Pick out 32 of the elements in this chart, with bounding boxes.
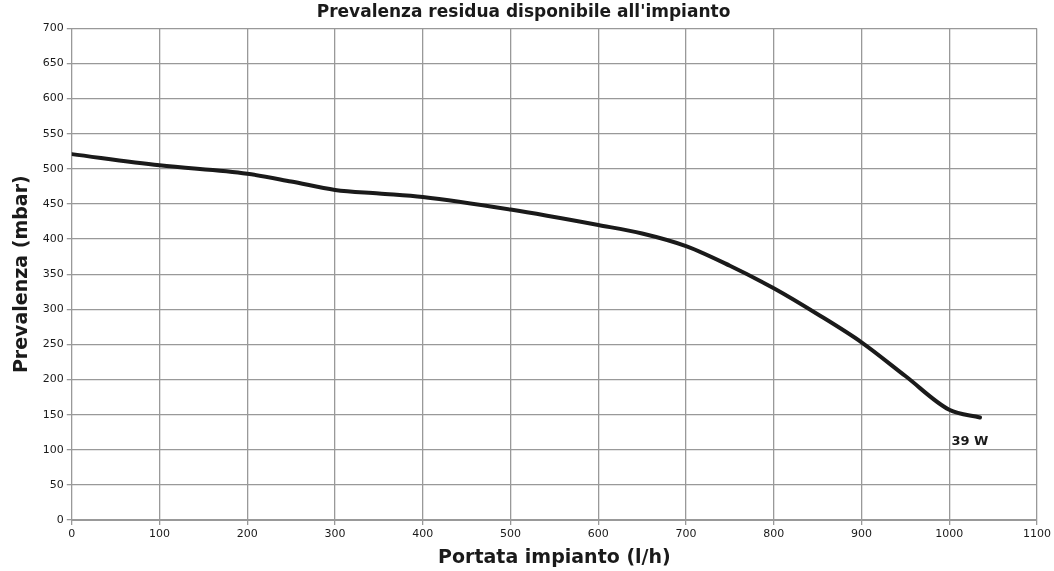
y-tick-label: 250 [42, 337, 64, 351]
x-tick-label: 300 [324, 527, 346, 541]
x-axis-title: Portata impianto (l/h) [438, 544, 671, 567]
line-series [71, 152, 982, 420]
y-tick-label: 0 [56, 512, 64, 526]
y-tick-label: 150 [42, 407, 64, 421]
x-tick-label: 800 [763, 527, 785, 541]
x-tick-label: 900 [851, 527, 873, 541]
y-tick-label: 200 [42, 372, 64, 386]
x-tick-label: 400 [412, 527, 434, 541]
y-tick-label: 100 [42, 442, 64, 456]
chart-title: Prevalenza residua disponibile all'impianto [316, 0, 731, 21]
y-tick-label: 350 [42, 267, 64, 281]
y-tick-label: 500 [42, 161, 64, 175]
y-tick-label: 550 [42, 126, 64, 140]
x-tick-label: 500 [500, 527, 522, 541]
x-tick-label: 100 [149, 527, 171, 541]
y-axis-title: Prevalenza (mbar) [9, 175, 32, 374]
x-tick-label: 600 [587, 527, 609, 541]
x-tick-label: 1100 [1023, 527, 1051, 541]
y-tick-label: 700 [42, 21, 64, 35]
y-tick-label: 300 [42, 302, 64, 316]
x-tick-label: 200 [236, 527, 258, 541]
series-label: 39 W [951, 433, 989, 449]
y-tick-label: 50 [49, 477, 64, 491]
y-tick-label: 600 [42, 91, 64, 105]
y-tick-label: 450 [42, 196, 64, 210]
y-tick-label: 400 [42, 231, 64, 245]
x-tick-label: 1000 [935, 527, 964, 541]
x-tick-label: 700 [675, 527, 697, 541]
y-tick-label: 650 [42, 56, 64, 70]
x-tick-label: 0 [68, 527, 76, 541]
